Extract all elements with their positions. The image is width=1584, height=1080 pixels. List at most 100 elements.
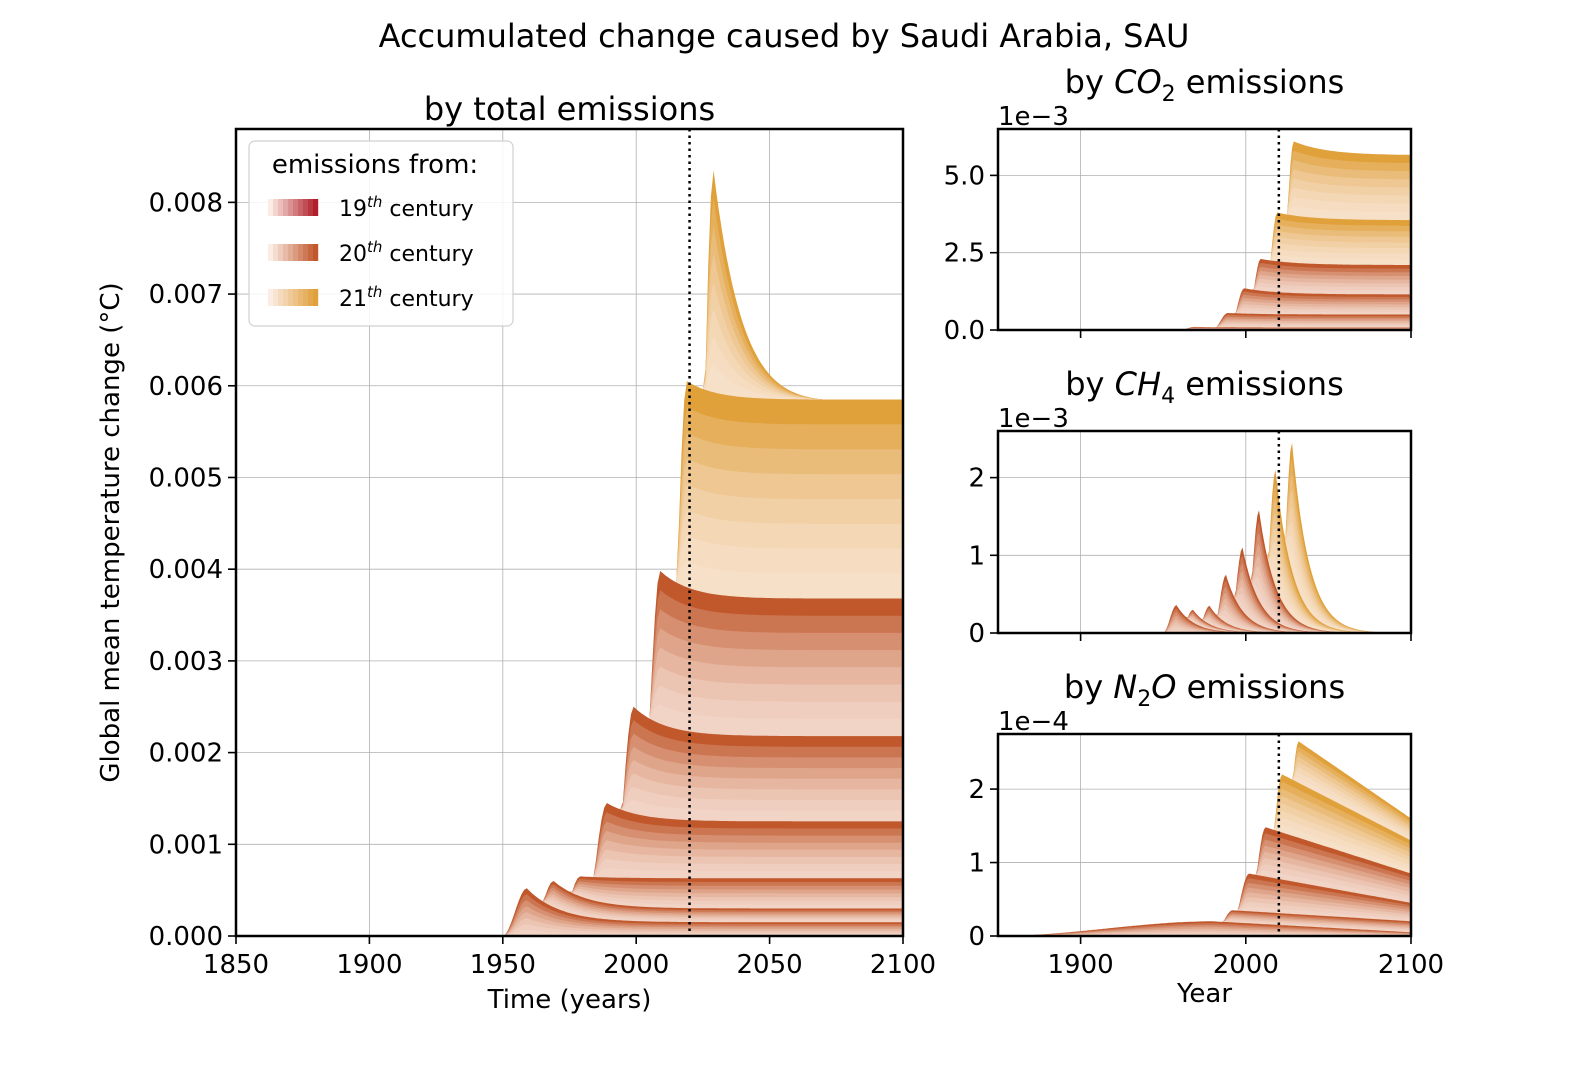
band-1980s: [998, 320, 1411, 330]
y-tick-label: 5.0: [944, 161, 985, 191]
band-2000s: [998, 286, 1411, 330]
legend-swatch-20: [288, 244, 294, 261]
band-1980s: [998, 911, 1411, 936]
band-2020s: [998, 469, 1411, 633]
legend-title: emissions from:: [272, 150, 478, 180]
band-1990s: [236, 800, 903, 936]
band-2000s: [998, 282, 1411, 330]
y-tick-label: 0.005: [149, 463, 223, 493]
plot-frame: [996, 732, 1413, 938]
y-tick-label: 0.007: [149, 280, 223, 310]
legend-swatch-19: [278, 199, 284, 216]
legend-entry-21: 21th century: [339, 283, 474, 312]
panel-title: by CH4 emissions: [1065, 365, 1344, 409]
band-2010s: [998, 499, 1411, 633]
band-1950s: [236, 900, 903, 936]
band-1950s: [236, 912, 903, 936]
offset-label: 1e−3: [998, 404, 1069, 434]
y-tick-label: 0.003: [149, 647, 223, 677]
band-2010s: [998, 469, 1411, 633]
y-tick-label: 0.006: [149, 372, 223, 402]
area-stack-ch4: [998, 442, 1411, 633]
band-1980s: [236, 868, 903, 936]
legend-swatch-21: [273, 289, 279, 306]
area-stack-n2o: [998, 741, 1411, 936]
x-tick-label: 2050: [737, 950, 803, 980]
x-axis-label: Time (years): [487, 985, 652, 1015]
band-1980s: [998, 325, 1411, 330]
legend-swatch-19: [268, 199, 274, 216]
offset-label: 1e−4: [998, 707, 1069, 737]
x-axis-label: Year: [1176, 979, 1232, 1009]
grid-ch4: [998, 431, 1412, 634]
panel-title: by N2O emissions: [1064, 668, 1345, 712]
x-tick-label: 1950: [470, 950, 536, 980]
x-tick-label: 1900: [336, 950, 402, 980]
band-2000s: [236, 704, 903, 936]
band-1990s: [998, 901, 1411, 936]
y-tick-label: 0.000: [149, 922, 223, 952]
legend-swatch-19: [313, 199, 319, 216]
band-1980s: [998, 913, 1411, 936]
legend-swatch-19: [308, 199, 314, 216]
legend-swatch-19: [303, 199, 309, 216]
band-1990s: [236, 786, 903, 936]
panel-title: by total emissions: [424, 90, 715, 128]
x-tick-label: 2100: [1378, 950, 1444, 980]
band-2020s: [998, 469, 1411, 633]
x-tick-label: 2000: [1213, 950, 1279, 980]
panel-title: by CO2 emissions: [1065, 63, 1345, 107]
x-tick-label: 1900: [1048, 950, 1114, 980]
y-tick-label: 0: [968, 619, 985, 649]
x-tick-label: 2000: [603, 950, 669, 980]
y-tick-label: 1: [968, 541, 985, 571]
legend-swatch-21: [303, 289, 309, 306]
band-2000s: [236, 685, 903, 936]
y-tick-label: 0.004: [149, 555, 223, 585]
band-1970s: [236, 881, 903, 936]
legend-swatch-20: [293, 244, 299, 261]
x-tick-label: 1850: [203, 950, 269, 980]
chart-panels: 0.0000.0010.0020.0030.0040.0050.0060.007…: [96, 63, 1444, 1015]
legend-swatch-21: [278, 289, 284, 306]
legend-swatch-20: [273, 244, 279, 261]
band-1980s: [998, 914, 1411, 936]
y-tick-label: 0: [968, 922, 985, 952]
band-1980s: [998, 916, 1411, 936]
band-1950s: [236, 918, 903, 936]
y-tick-label: 0.001: [149, 830, 223, 860]
legend-entry-19: 19th century: [339, 193, 474, 222]
band-2020s: [998, 206, 1411, 330]
legend-swatch-21: [293, 289, 299, 306]
band-2020s: [998, 197, 1411, 330]
legend: emissions from: 19th century 20th century 2…: [248, 140, 514, 327]
band-2020s: [998, 442, 1411, 633]
legend-swatch-19: [298, 199, 304, 216]
legend-swatch-21: [313, 289, 319, 306]
band-2020s: [998, 458, 1411, 633]
band-1970s: [998, 605, 1411, 633]
y-tick-label: 0.008: [149, 188, 223, 218]
band-2010s: [998, 484, 1411, 633]
band-1960s: [236, 888, 903, 936]
legend-swatch-21: [298, 289, 304, 306]
y-tick-label: 0.002: [149, 739, 223, 769]
band-1980s: [998, 917, 1411, 936]
y-tick-label: 2: [968, 464, 985, 494]
y-tick-label: 0.0: [944, 316, 985, 346]
figure-suptitle: Accumulated change caused by Saudi Arabi…: [379, 17, 1190, 55]
legend-swatch-20: [268, 244, 274, 261]
legend-swatch-19: [283, 199, 289, 216]
area-stack-main: [236, 170, 903, 936]
band-2010s: [998, 243, 1411, 330]
legend-swatch-19: [288, 199, 294, 216]
band-1950s: [236, 930, 903, 936]
legend-swatch-20: [298, 244, 304, 261]
band-2010s: [998, 255, 1411, 330]
panel-main: 0.000 0.001 0.002 0.003 0.004 0.005 0.006 0.007…: [96, 90, 936, 1015]
legend-swatch-20: [308, 244, 314, 261]
legend-swatch-21: [308, 289, 314, 306]
